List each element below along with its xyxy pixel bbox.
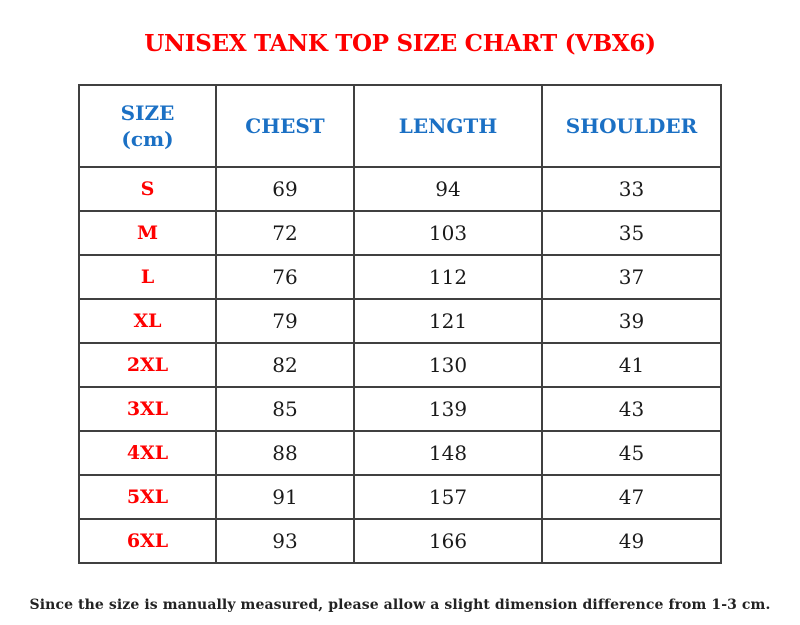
length-cell: 103 bbox=[353, 210, 543, 257]
chart-title: UNISEX TANK TOP SIZE CHART (VBX6) bbox=[144, 30, 656, 57]
shoulder-cell: 33 bbox=[541, 166, 722, 213]
shoulder-cell: 47 bbox=[541, 474, 722, 521]
table-row-xl: XL 79 121 39 bbox=[78, 298, 722, 345]
chest-cell: 91 bbox=[215, 474, 355, 521]
table-header-row: SIZE (cm) CHEST LENGTH SHOULDER bbox=[78, 84, 722, 169]
length-cell: 94 bbox=[353, 166, 543, 213]
size-chart-table: SIZE (cm) CHEST LENGTH SHOULDER S 69 94 … bbox=[78, 84, 722, 565]
chest-cell: 93 bbox=[215, 518, 355, 565]
shoulder-cell: 49 bbox=[541, 518, 722, 565]
shoulder-cell: 37 bbox=[541, 254, 722, 301]
shoulder-cell: 41 bbox=[541, 342, 722, 389]
length-cell: 112 bbox=[353, 254, 543, 301]
table-row-s: S 69 94 33 bbox=[78, 166, 722, 213]
chest-cell: 85 bbox=[215, 386, 355, 433]
shoulder-cell: 45 bbox=[541, 430, 722, 477]
column-header-chest: CHEST bbox=[215, 84, 355, 169]
shoulder-cell: 43 bbox=[541, 386, 722, 433]
size-cell: 2XL bbox=[78, 342, 217, 389]
length-cell: 139 bbox=[353, 386, 543, 433]
length-cell: 157 bbox=[353, 474, 543, 521]
shoulder-cell: 35 bbox=[541, 210, 722, 257]
chest-cell: 79 bbox=[215, 298, 355, 345]
table-row-3xl: 3XL 85 139 43 bbox=[78, 386, 722, 433]
size-cell: L bbox=[78, 254, 217, 301]
size-cell: 3XL bbox=[78, 386, 217, 433]
chest-cell: 82 bbox=[215, 342, 355, 389]
column-header-length: LENGTH bbox=[353, 84, 543, 169]
table-row-4xl: 4XL 88 148 45 bbox=[78, 430, 722, 477]
size-cell: XL bbox=[78, 298, 217, 345]
shoulder-cell: 39 bbox=[541, 298, 722, 345]
size-cell: 4XL bbox=[78, 430, 217, 477]
column-header-size: SIZE (cm) bbox=[78, 84, 217, 169]
measurement-note: Since the size is manually measured, ple… bbox=[29, 597, 771, 614]
table-row-5xl: 5XL 91 157 47 bbox=[78, 474, 722, 521]
chest-cell: 88 bbox=[215, 430, 355, 477]
column-header-shoulder: SHOULDER bbox=[541, 84, 722, 169]
chest-cell: 76 bbox=[215, 254, 355, 301]
table-row-2xl: 2XL 82 130 41 bbox=[78, 342, 722, 389]
table-row-6xl: 6XL 93 166 49 bbox=[78, 518, 722, 565]
size-cell: 6XL bbox=[78, 518, 217, 565]
length-cell: 148 bbox=[353, 430, 543, 477]
size-cell: 5XL bbox=[78, 474, 217, 521]
table-row-l: L 76 112 37 bbox=[78, 254, 722, 301]
table-row-m: M 72 103 35 bbox=[78, 210, 722, 257]
size-cell: S bbox=[78, 166, 217, 213]
length-cell: 121 bbox=[353, 298, 543, 345]
chest-cell: 72 bbox=[215, 210, 355, 257]
length-cell: 166 bbox=[353, 518, 543, 565]
size-cell: M bbox=[78, 210, 217, 257]
chest-cell: 69 bbox=[215, 166, 355, 213]
length-cell: 130 bbox=[353, 342, 543, 389]
